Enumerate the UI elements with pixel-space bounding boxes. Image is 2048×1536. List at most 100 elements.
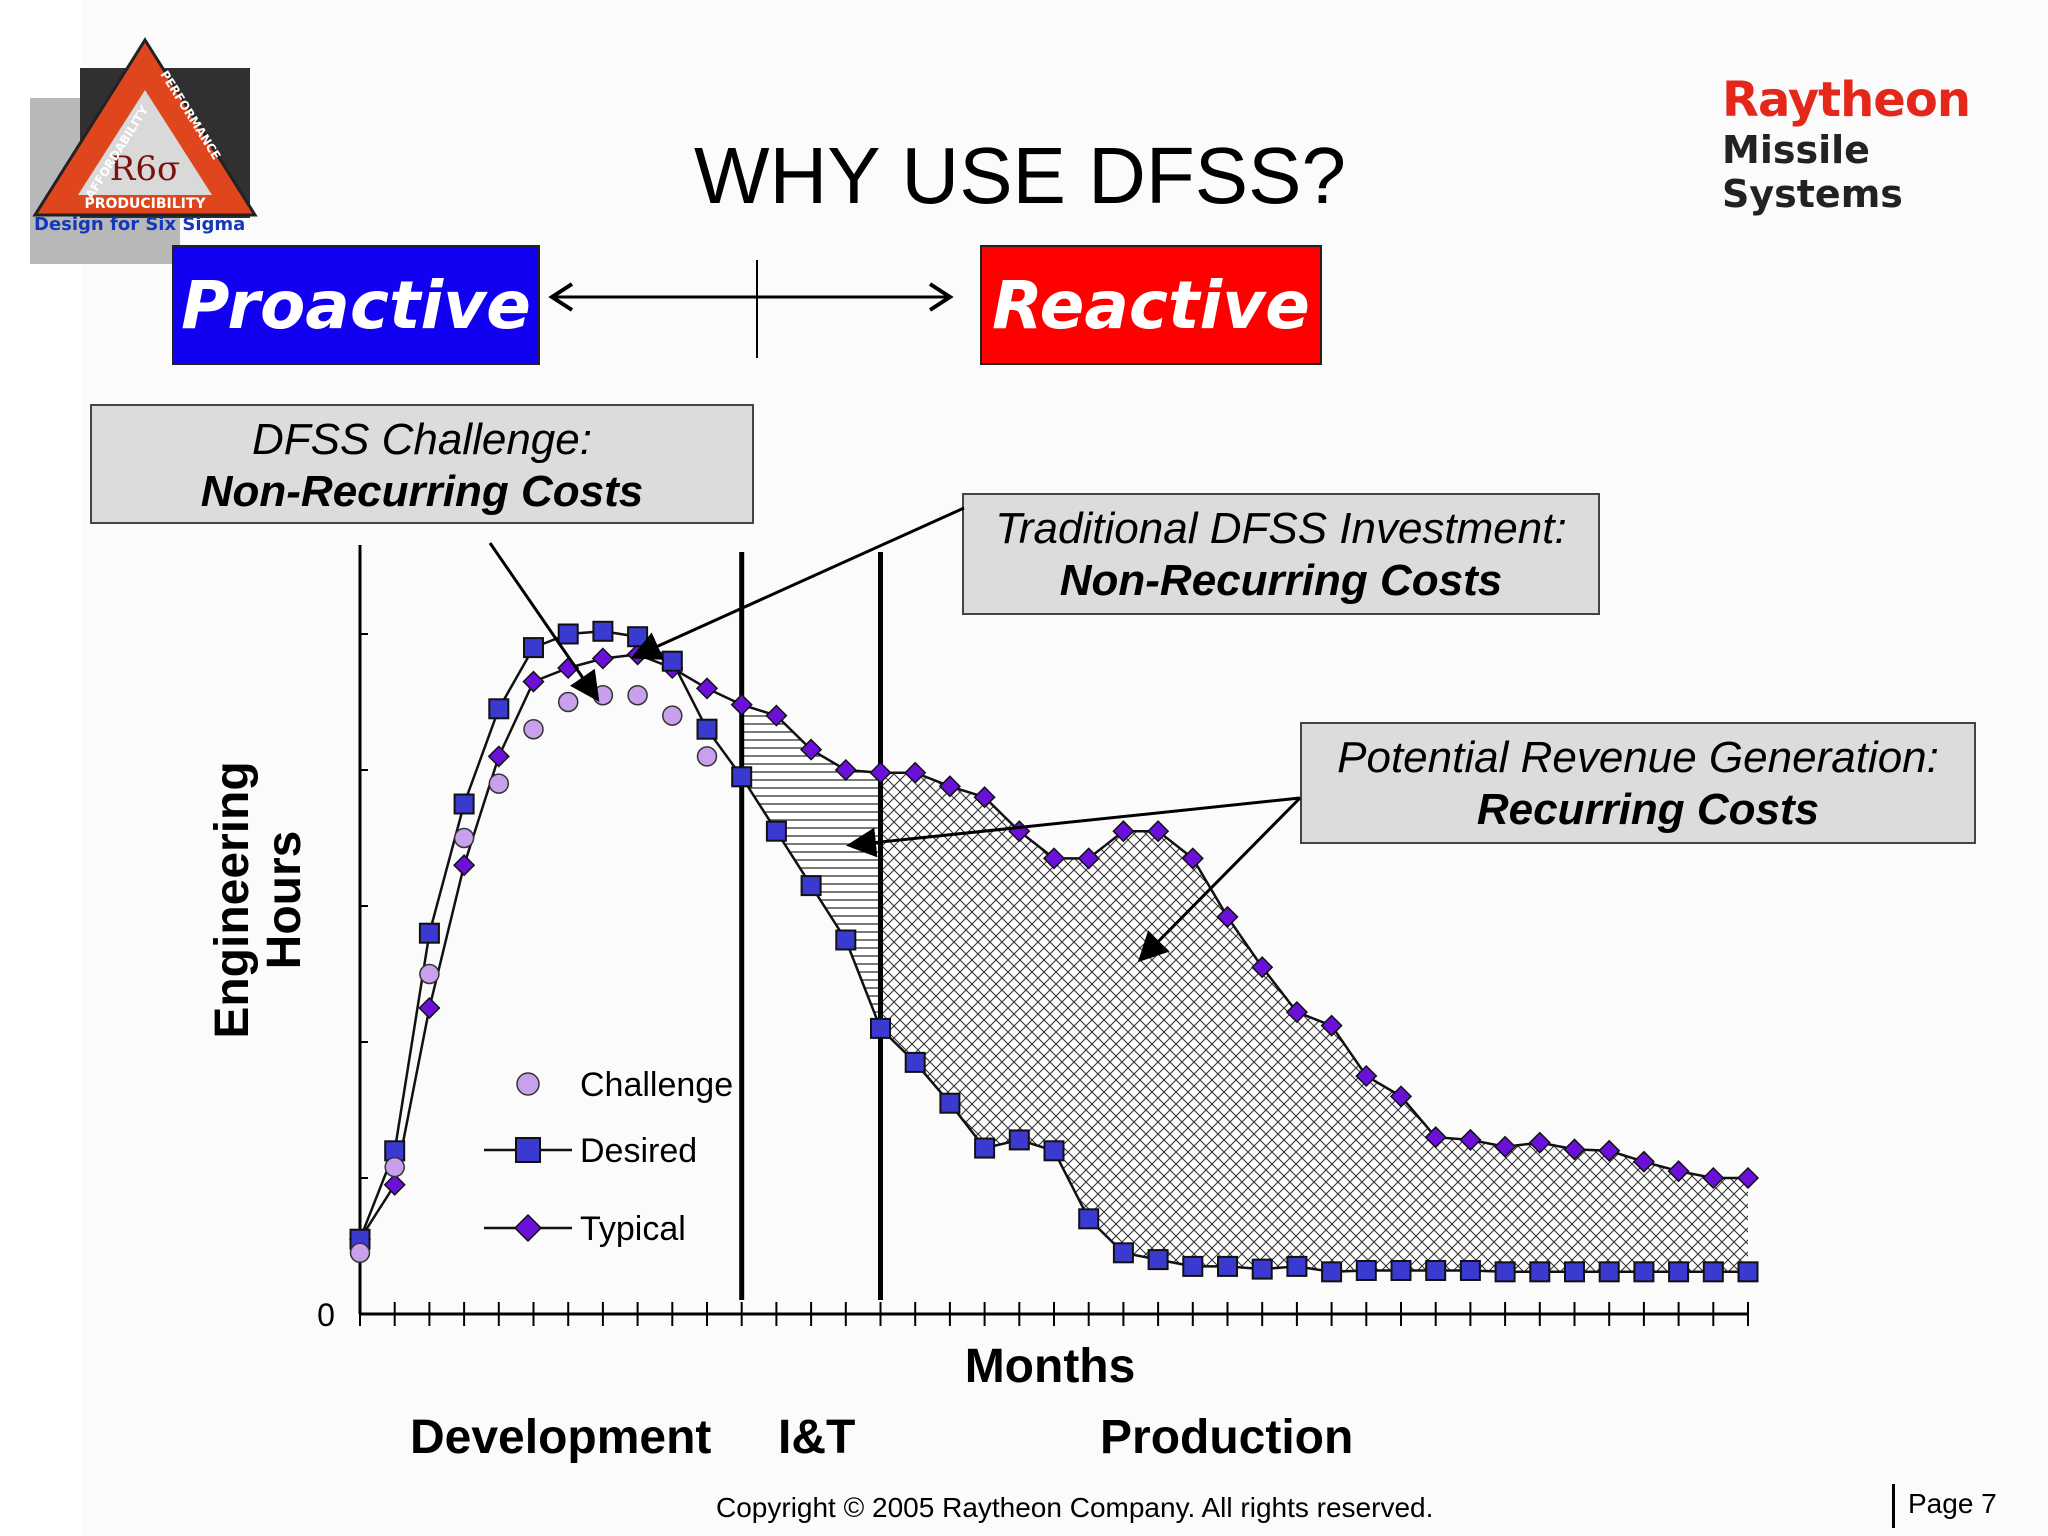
challenge-point — [696, 746, 718, 767]
desired-point — [1217, 1255, 1238, 1277]
phase-it-label: I&T — [778, 1411, 856, 1464]
desired-point — [1355, 1259, 1377, 1281]
typical-point — [1702, 1166, 1725, 1190]
legend-label-desired: Desired — [580, 1132, 697, 1170]
typical-point — [1667, 1160, 1690, 1183]
desired-point — [974, 1137, 996, 1159]
desired-point — [1668, 1261, 1690, 1283]
desired-point — [1737, 1261, 1759, 1283]
typical-point — [938, 775, 961, 798]
typical-point — [1563, 1138, 1586, 1161]
typical-point — [765, 704, 788, 727]
desired-point — [661, 650, 683, 672]
traditional-callout-subtitle: Non-Recurring Costs — [1059, 556, 1503, 605]
challenge-point — [488, 773, 510, 794]
typical-point — [695, 677, 719, 700]
proactive-box: Proactive — [172, 245, 540, 365]
brand-division: Missile Systems — [1722, 128, 1903, 216]
reactive-box: Reactive — [980, 245, 1322, 365]
x-axis-label: Months — [965, 1340, 1136, 1393]
desired-point — [627, 626, 649, 648]
typical-point — [1528, 1131, 1551, 1154]
desired-point — [800, 875, 822, 897]
typical-point — [1389, 1085, 1413, 1108]
challenge-point — [662, 705, 683, 726]
typical-point — [522, 670, 545, 693]
desired-point — [1390, 1259, 1412, 1281]
desired-point — [557, 623, 579, 645]
desired-point — [1008, 1129, 1030, 1151]
typical-point — [1320, 1014, 1343, 1037]
desired-point — [453, 793, 475, 815]
desired-point — [870, 1017, 891, 1039]
traditional-callout: Traditional DFSS Investment: Non-Recurri… — [962, 493, 1600, 615]
challenge-point — [592, 684, 614, 706]
y-axis-label-line: Hours — [258, 831, 311, 970]
typical-point — [869, 761, 892, 784]
typical-point — [1042, 847, 1066, 870]
legend-marker-challenge — [516, 1072, 540, 1096]
revenue-generation-area — [880, 772, 1748, 1272]
challenge-point — [557, 691, 579, 713]
typical-point — [1736, 1166, 1760, 1190]
typical-point — [487, 745, 510, 768]
typical-point — [1355, 1064, 1378, 1088]
typical-point — [800, 738, 823, 761]
desired-point — [1633, 1261, 1655, 1283]
legend-marker-typical — [513, 1213, 543, 1243]
page-number: Page 7 — [1908, 1488, 1997, 1519]
typical-point — [1459, 1128, 1482, 1151]
traditional-callout-title: Traditional DFSS Investment: — [995, 504, 1567, 553]
typical-point — [1424, 1126, 1447, 1149]
copyright-footer: Copyright © 2005 Raytheon Company. All r… — [716, 1492, 1434, 1523]
challenge-callout-title: DFSS Challenge: — [252, 415, 592, 464]
desired-point — [1147, 1249, 1169, 1271]
desired-point — [765, 820, 787, 842]
desired-point — [1112, 1242, 1134, 1264]
legend-label-typical: Typical — [580, 1210, 686, 1248]
desired-point — [1043, 1140, 1065, 1162]
typical-point — [626, 643, 649, 666]
desired-point — [1078, 1208, 1100, 1230]
logo-producibility-text: PRODUCIBILITY — [84, 196, 206, 212]
typical-point — [591, 647, 614, 670]
logo-triangle-inner — [78, 90, 212, 195]
logo-r6-text: R6σ — [110, 149, 180, 189]
revenue-callout: Potential Revenue Generation: Recurring … — [1300, 722, 1976, 844]
typical-point — [1632, 1150, 1655, 1173]
y-axis-label-line: Engineering — [206, 761, 259, 1038]
phase-production-label: Production — [1100, 1411, 1354, 1464]
logo-caption: Design for Six Sigma — [34, 214, 246, 235]
typical-point — [418, 996, 441, 1020]
typical-point — [904, 761, 927, 784]
desired-point — [523, 637, 544, 659]
desired-point — [731, 766, 753, 788]
desired-point — [1286, 1255, 1308, 1277]
challenge-point — [419, 963, 440, 985]
legend-marker-desired — [515, 1137, 541, 1163]
typical-point — [1285, 1001, 1308, 1024]
typical-point — [834, 758, 857, 782]
typical-point — [1494, 1135, 1517, 1158]
desired-point — [939, 1092, 961, 1114]
typical-point — [383, 1173, 406, 1196]
desired-point — [1321, 1261, 1343, 1283]
challenge-point — [349, 1242, 371, 1264]
desired-point — [1425, 1259, 1447, 1281]
typical-point — [1077, 847, 1100, 870]
page-divider — [1892, 1484, 1895, 1528]
desired-point — [592, 620, 614, 642]
desired-point — [696, 718, 718, 740]
desired-point — [418, 922, 440, 944]
desired-point — [1251, 1258, 1273, 1280]
challenge-point — [384, 1156, 405, 1178]
legend-label-challenge: Challenge — [580, 1066, 733, 1104]
desired-point — [1459, 1259, 1481, 1281]
desired-point — [1598, 1261, 1620, 1283]
desired-point — [1564, 1261, 1585, 1283]
desired-point — [488, 698, 510, 720]
typical-point — [557, 656, 580, 680]
slide-title: WHY USE DFSS? — [694, 131, 1346, 220]
desired-point — [1494, 1261, 1516, 1283]
desired-point — [1702, 1261, 1724, 1283]
